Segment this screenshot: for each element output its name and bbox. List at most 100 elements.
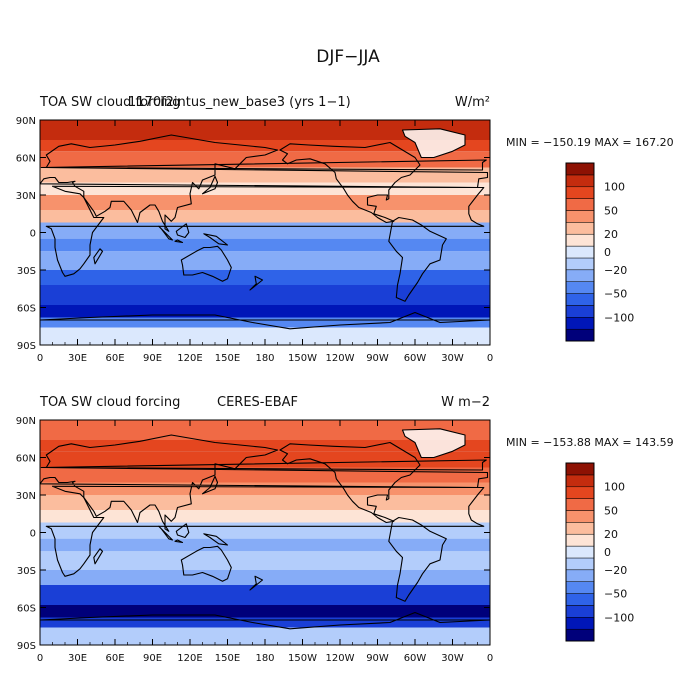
- coastline: [93, 548, 104, 565]
- field-band: [40, 570, 490, 585]
- x-tick-label: 60W: [404, 653, 427, 664]
- field-band: [40, 270, 490, 285]
- coastline: [174, 239, 184, 244]
- field-band: [40, 305, 490, 318]
- coastline: [249, 575, 264, 591]
- colorbar-swatch: [565, 233, 595, 247]
- colorbar-swatch: [565, 162, 595, 176]
- field-band: [40, 522, 490, 539]
- colorbar-label: −50: [604, 288, 627, 301]
- x-tick-label: 30W: [441, 353, 464, 364]
- x-tick-label: 120E: [177, 653, 202, 664]
- coastline: [158, 525, 174, 541]
- y-tick-label: 60S: [17, 304, 36, 315]
- colorbar-swatch: [565, 245, 595, 259]
- coastline: [175, 223, 190, 239]
- coastline: [203, 533, 229, 546]
- colorbar-swatch: [565, 581, 595, 594]
- coastline: [401, 128, 466, 159]
- x-tick-label: 0: [487, 653, 493, 664]
- panel-min-max: MIN = −153.88 MAX = 143.59: [506, 436, 674, 449]
- field-band: [40, 140, 490, 152]
- y-tick-label: 90S: [17, 341, 36, 352]
- field-band: [40, 222, 490, 239]
- x-tick-label: 150W: [288, 353, 317, 364]
- colorbar-frame: [565, 162, 595, 342]
- y-tick-label: 30N: [16, 491, 36, 502]
- coastline: [40, 611, 490, 630]
- colorbar-swatch: [565, 545, 595, 559]
- y-tick-label: 90S: [17, 641, 36, 652]
- field-band: [40, 182, 490, 195]
- x-tick-label: 30W: [441, 653, 464, 664]
- coastline: [158, 225, 174, 241]
- field-band: [40, 151, 490, 168]
- colorbar-swatch: [565, 328, 595, 342]
- field-band: [40, 195, 490, 210]
- panel-units: W m−2: [441, 395, 490, 410]
- coastline: [279, 141, 421, 224]
- colorbar-swatch: [565, 317, 595, 330]
- colorbar-label: 50: [604, 205, 618, 218]
- colorbar-swatch: [565, 210, 595, 223]
- figure-title: DJF−JJA: [316, 47, 380, 67]
- colorbar-swatch: [565, 486, 595, 499]
- y-tick-label: 60N: [16, 454, 36, 465]
- field-band: [40, 617, 490, 628]
- x-tick-label: 180: [255, 653, 274, 664]
- panel-title-left: TOA SW cloud forcing: [39, 95, 180, 110]
- coastline: [180, 245, 232, 282]
- panel-title-center: CERES-EBAF: [217, 395, 298, 410]
- coastline: [388, 216, 447, 302]
- field-band: [40, 482, 490, 495]
- colorbar-label: 0: [604, 246, 611, 259]
- y-tick-label: 60S: [17, 604, 36, 615]
- x-tick-label: 60E: [105, 353, 124, 364]
- x-tick-label: 30E: [68, 353, 87, 364]
- y-tick-label: 30S: [17, 266, 36, 277]
- colorbar-label: 100: [604, 481, 625, 494]
- colorbar-swatch: [565, 498, 595, 511]
- panel-model: 0 30E 60E 90E 120E 150E 180 150W 120W 90W 60W 30W 09…: [16, 95, 674, 364]
- coastline: [174, 539, 184, 544]
- colorbar-swatch: [565, 617, 595, 630]
- colorbar-frame: [565, 462, 595, 642]
- coastline: [40, 459, 487, 471]
- colorbar-label: 20: [604, 228, 618, 241]
- colorbar-swatch: [565, 510, 595, 523]
- colorbar-swatch: [565, 269, 595, 282]
- coastline: [249, 275, 264, 291]
- colorbar-swatch: [565, 628, 595, 642]
- colorbar-label: 100: [604, 181, 625, 194]
- colorbar-swatch: [565, 186, 595, 199]
- colorbar-swatch: [565, 305, 595, 318]
- y-tick-label: 0: [30, 229, 36, 240]
- coastline: [40, 434, 489, 532]
- panel-units: W/m²: [455, 95, 490, 110]
- field-band: [40, 538, 490, 552]
- x-tick-label: 90W: [366, 653, 389, 664]
- y-tick-label: 60N: [16, 154, 36, 165]
- panel-ceres: 0 30E 60E 90E 120E 150E 180 150W 120W 90W 60W 30W 09…: [16, 395, 674, 664]
- colorbar-swatch: [565, 462, 595, 476]
- colorbar-label: −100: [604, 611, 634, 624]
- coastline: [388, 516, 447, 602]
- colorbar-swatch: [565, 174, 595, 188]
- panel-title-left: TOA SW cloud forcing: [39, 395, 180, 410]
- field-band: [40, 317, 490, 328]
- field-band: [40, 605, 490, 618]
- coastline: [93, 248, 104, 265]
- y-tick-label: 30S: [17, 566, 36, 577]
- coastline: [40, 159, 487, 171]
- y-tick-label: 0: [30, 529, 36, 540]
- y-tick-label: 90N: [16, 116, 36, 127]
- coastline: [401, 428, 466, 459]
- colorbar-swatch: [565, 569, 595, 582]
- x-tick-label: 90W: [366, 353, 389, 364]
- x-tick-label: 90E: [143, 353, 162, 364]
- field-band: [40, 285, 490, 305]
- coastline: [201, 475, 219, 495]
- coastline: [175, 523, 190, 539]
- x-tick-label: 120W: [326, 353, 355, 364]
